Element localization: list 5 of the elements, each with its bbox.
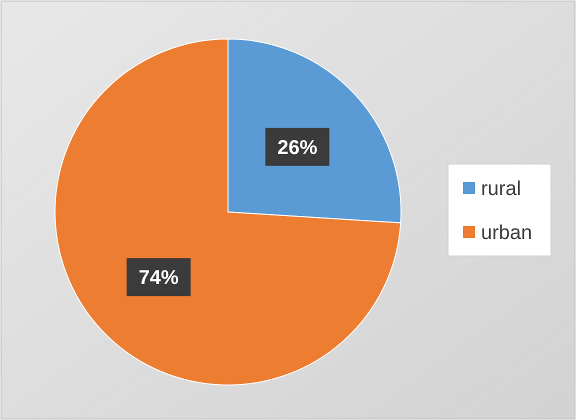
slice-label: urban [481,222,532,244]
pie-slice [54,38,402,386]
data-label: 26% [277,136,318,159]
legend-label: rural [481,178,522,200]
data-label: 74% [138,267,179,290]
